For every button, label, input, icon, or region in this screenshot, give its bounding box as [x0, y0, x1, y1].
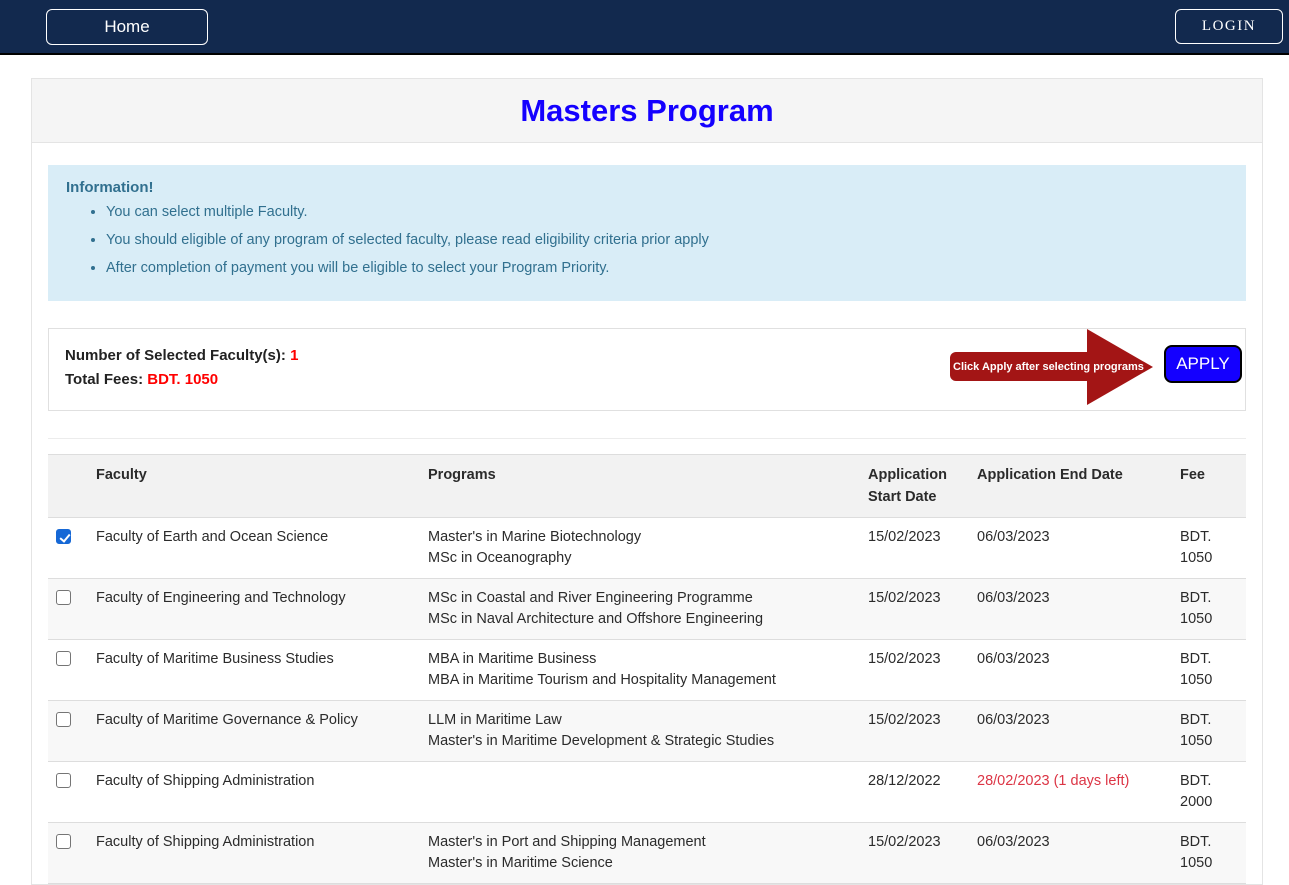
checkbox-cell	[48, 700, 88, 763]
col-programs: Programs	[420, 454, 860, 519]
col-end-date: Application End Date	[969, 454, 1172, 519]
program-item: MSc in Oceanography	[428, 550, 572, 567]
faculty-table-body: Faculty of Earth and Ocean Science Master…	[48, 517, 1246, 885]
faculty-name: Faculty of Shipping Administration	[88, 822, 420, 885]
apply-hint-arrow: Click Apply after selecting programs	[935, 329, 1156, 406]
row-checkbox[interactable]	[56, 773, 71, 789]
fee-value: BDT. 1050	[1172, 700, 1246, 763]
application-start-date: 15/02/2023	[860, 822, 969, 885]
program-item: Master's in Marine Biotechnology	[428, 529, 642, 546]
apply-button[interactable]: APPLY	[1164, 345, 1242, 384]
application-start-date: 15/02/2023	[860, 639, 969, 702]
program-item: MBA in Maritime Tourism and Hospitality …	[428, 672, 776, 689]
selected-faculty-count-line: Number of Selected Faculty(s): 1	[65, 344, 1229, 368]
table-row: Faculty of Maritime Business Studies MBA …	[48, 639, 1246, 702]
program-list: Master's in Port and Shipping Management…	[420, 822, 860, 885]
checkbox-cell	[48, 822, 88, 885]
info-bullet: After completion of payment you will be …	[106, 258, 1228, 280]
program-list: LLM in Maritime Law Master's in Maritime …	[420, 700, 860, 763]
arrow-right-icon	[1087, 329, 1153, 406]
card-body: Information! You can select multiple Fac…	[32, 143, 1262, 885]
program-item: MBA in Maritime Business	[428, 651, 597, 668]
table-row: Faculty of Shipping Administration 28/12/…	[48, 761, 1246, 824]
card-header: Masters Program	[32, 79, 1262, 143]
program-list	[420, 761, 860, 824]
masters-program-card: Masters Program Information! You can sel…	[31, 78, 1263, 885]
faculty-table: Faculty Programs Application Start Date …	[48, 454, 1246, 885]
faculty-name: Faculty of Earth and Ocean Science	[88, 517, 420, 580]
application-start-date: 15/02/2023	[860, 517, 969, 580]
row-checkbox[interactable]	[56, 590, 71, 606]
top-navbar: Home LOGIN	[0, 0, 1289, 55]
application-end-date: 28/02/2023 (1 days left)	[969, 761, 1172, 824]
row-checkbox[interactable]	[56, 834, 71, 850]
checkbox-cell	[48, 578, 88, 641]
application-end-date: 06/03/2023	[969, 517, 1172, 580]
info-bullet: You should eligible of any program of se…	[106, 230, 1228, 252]
info-bullet-list: You can select multiple Faculty. You sho…	[66, 202, 1228, 279]
faculty-name: Faculty of Maritime Business Studies	[88, 639, 420, 702]
selected-faculty-count-value: 1	[290, 347, 299, 365]
section-divider	[48, 438, 1246, 440]
program-list: MBA in Maritime Business MBA in Maritime …	[420, 639, 860, 702]
total-fees-value: BDT. 1050	[147, 371, 219, 389]
home-button[interactable]: Home	[46, 8, 208, 45]
application-start-date: 28/12/2022	[860, 761, 969, 824]
faculty-name: Faculty of Shipping Administration	[88, 761, 420, 824]
total-fees-label: Total Fees:	[65, 371, 144, 389]
application-end-date: 06/03/2023	[969, 700, 1172, 763]
col-start-date: Application Start Date	[860, 454, 969, 519]
program-item: MSc in Coastal and River Engineering Pro…	[428, 590, 753, 607]
login-button[interactable]: LOGIN	[1175, 9, 1283, 44]
col-checkbox	[48, 454, 88, 519]
col-faculty: Faculty	[88, 454, 420, 519]
checkbox-cell	[48, 517, 88, 580]
info-bullet: You can select multiple Faculty.	[106, 202, 1228, 224]
program-item: LLM in Maritime Law	[428, 712, 562, 729]
program-item: Master's in Maritime Science	[428, 855, 613, 872]
checkbox-cell	[48, 639, 88, 702]
table-header-row: Faculty Programs Application Start Date …	[48, 454, 1246, 519]
application-start-date: 15/02/2023	[860, 700, 969, 763]
table-row: Faculty of Earth and Ocean Science Master…	[48, 517, 1246, 580]
row-checkbox[interactable]	[56, 712, 71, 728]
application-end-date: 06/03/2023	[969, 639, 1172, 702]
checkbox-cell	[48, 761, 88, 824]
info-alert: Information! You can select multiple Fac…	[48, 165, 1246, 302]
program-item: Master's in Maritime Development & Strat…	[428, 733, 775, 750]
total-fees-line: Total Fees: BDT. 1050	[65, 368, 1229, 392]
application-end-date: 06/03/2023	[969, 822, 1172, 885]
faculty-name: Faculty of Maritime Governance & Policy	[88, 700, 420, 763]
fee-value: BDT. 1050	[1172, 578, 1246, 641]
selected-faculty-count-label: Number of Selected Faculty(s):	[65, 347, 286, 365]
program-list: Master's in Marine Biotechnology MSc in O…	[420, 517, 860, 580]
table-row: Faculty of Shipping Administration Master…	[48, 822, 1246, 885]
application-start-date: 15/02/2023	[860, 578, 969, 641]
fee-value: BDT. 1050	[1172, 822, 1246, 885]
program-list: MSc in Coastal and River Engineering Pro…	[420, 578, 860, 641]
row-checkbox[interactable]	[56, 651, 71, 667]
page-title: Masters Program	[520, 92, 774, 128]
apply-hint-text: Click Apply after selecting programs	[953, 360, 1144, 373]
fee-value: BDT. 1050	[1172, 517, 1246, 580]
fee-value: BDT. 2000	[1172, 761, 1246, 824]
row-checkbox-checked[interactable]	[56, 529, 71, 545]
table-row: Faculty of Maritime Governance & Policy L…	[48, 700, 1246, 763]
selection-summary-panel: Number of Selected Faculty(s): 1 Total F…	[48, 328, 1246, 412]
info-heading: Information!	[66, 179, 154, 196]
faculty-name: Faculty of Engineering and Technology	[88, 578, 420, 641]
program-item: MSc in Naval Architecture and Offshore E…	[428, 611, 764, 628]
table-row: Faculty of Engineering and Technology MSc…	[48, 578, 1246, 641]
fee-value: BDT. 1050	[1172, 639, 1246, 702]
arrow-shaft	[950, 352, 1096, 382]
col-fee: Fee	[1172, 454, 1246, 519]
program-item: Master's in Port and Shipping Management	[428, 834, 706, 851]
application-end-date: 06/03/2023	[969, 578, 1172, 641]
